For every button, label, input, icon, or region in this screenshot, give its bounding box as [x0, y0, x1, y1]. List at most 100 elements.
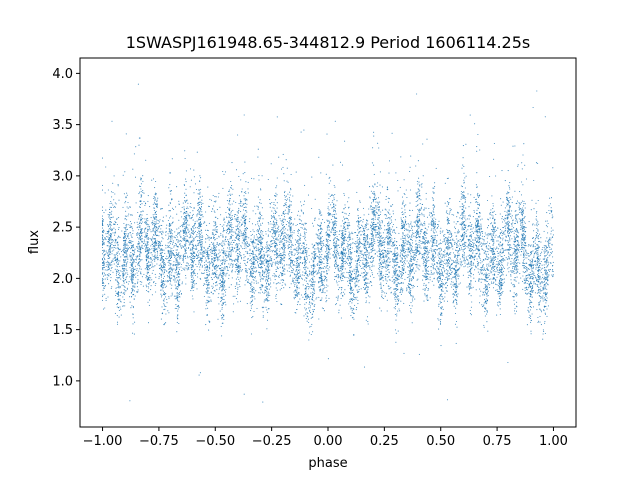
data-point [507, 191, 509, 193]
data-point [432, 259, 434, 261]
data-point [312, 291, 314, 293]
data-point [358, 286, 360, 288]
data-point [378, 236, 380, 238]
data-point [411, 322, 413, 324]
data-point [269, 294, 271, 296]
data-point [545, 295, 547, 297]
data-point [152, 228, 154, 230]
data-point [294, 281, 296, 284]
data-point [261, 246, 263, 248]
data-point [111, 210, 113, 212]
data-point [178, 219, 180, 221]
data-point [153, 209, 155, 212]
data-point [149, 299, 151, 301]
data-point [337, 253, 339, 255]
data-point [312, 282, 314, 284]
data-point [415, 270, 417, 272]
data-point [445, 272, 447, 274]
data-point [300, 226, 302, 229]
data-point [465, 175, 467, 177]
data-point [413, 232, 415, 234]
data-point [290, 225, 292, 227]
data-point [278, 234, 280, 236]
data-point [480, 269, 482, 271]
data-point [377, 217, 379, 219]
data-point [372, 219, 375, 221]
data-point [525, 265, 527, 268]
data-point [191, 286, 193, 288]
data-point [465, 224, 467, 226]
data-point [142, 175, 144, 177]
data-point [432, 210, 434, 212]
data-point [277, 235, 280, 237]
data-point [289, 275, 291, 277]
data-point [532, 265, 534, 267]
data-point [169, 266, 171, 268]
data-point [408, 286, 410, 288]
data-point [308, 307, 310, 309]
data-point [139, 234, 141, 236]
data-point [468, 285, 470, 287]
data-point [396, 313, 398, 315]
data-point [210, 199, 213, 201]
data-point [252, 258, 254, 260]
data-point [510, 260, 512, 262]
data-point [310, 258, 312, 260]
data-point [408, 235, 410, 237]
data-point [504, 180, 506, 182]
data-point [325, 173, 327, 175]
data-point [255, 245, 257, 247]
data-point [233, 231, 235, 233]
data-point [149, 279, 151, 281]
data-point [201, 260, 203, 262]
data-point [288, 251, 291, 253]
data-point [343, 255, 345, 257]
data-point [153, 197, 155, 200]
data-point [390, 239, 392, 241]
data-point [489, 214, 491, 216]
data-point [110, 242, 112, 244]
data-point [176, 256, 178, 258]
data-point [198, 212, 200, 214]
data-point [108, 216, 110, 218]
data-point [536, 249, 538, 251]
data-point [452, 267, 454, 269]
data-point [140, 216, 142, 218]
data-point [227, 256, 229, 258]
data-point [542, 300, 544, 302]
data-point [219, 206, 221, 208]
data-point [202, 284, 205, 286]
data-point [125, 200, 127, 202]
data-point [163, 262, 166, 264]
data-point [522, 239, 524, 241]
data-point [486, 237, 488, 239]
data-point [269, 198, 271, 201]
data-point [261, 242, 263, 244]
data-point [289, 265, 291, 267]
data-point [447, 254, 449, 257]
data-point [411, 298, 413, 300]
data-point [144, 241, 146, 243]
data-point [278, 225, 280, 227]
data-point [417, 258, 419, 260]
data-point [339, 278, 342, 280]
data-point [425, 287, 428, 289]
data-point [537, 278, 539, 280]
data-point [119, 260, 121, 262]
data-point [244, 228, 246, 230]
data-point [376, 239, 379, 241]
data-point [542, 329, 544, 331]
data-point [528, 255, 530, 257]
data-point [448, 213, 450, 215]
data-point [213, 237, 215, 239]
data-point [269, 206, 271, 208]
data-point [225, 275, 227, 277]
data-point [393, 282, 395, 284]
data-point [225, 253, 227, 255]
data-point [266, 272, 268, 274]
data-point [305, 239, 307, 241]
data-point [248, 221, 250, 223]
data-point [502, 264, 504, 266]
data-point [271, 235, 273, 237]
data-point [346, 263, 348, 265]
